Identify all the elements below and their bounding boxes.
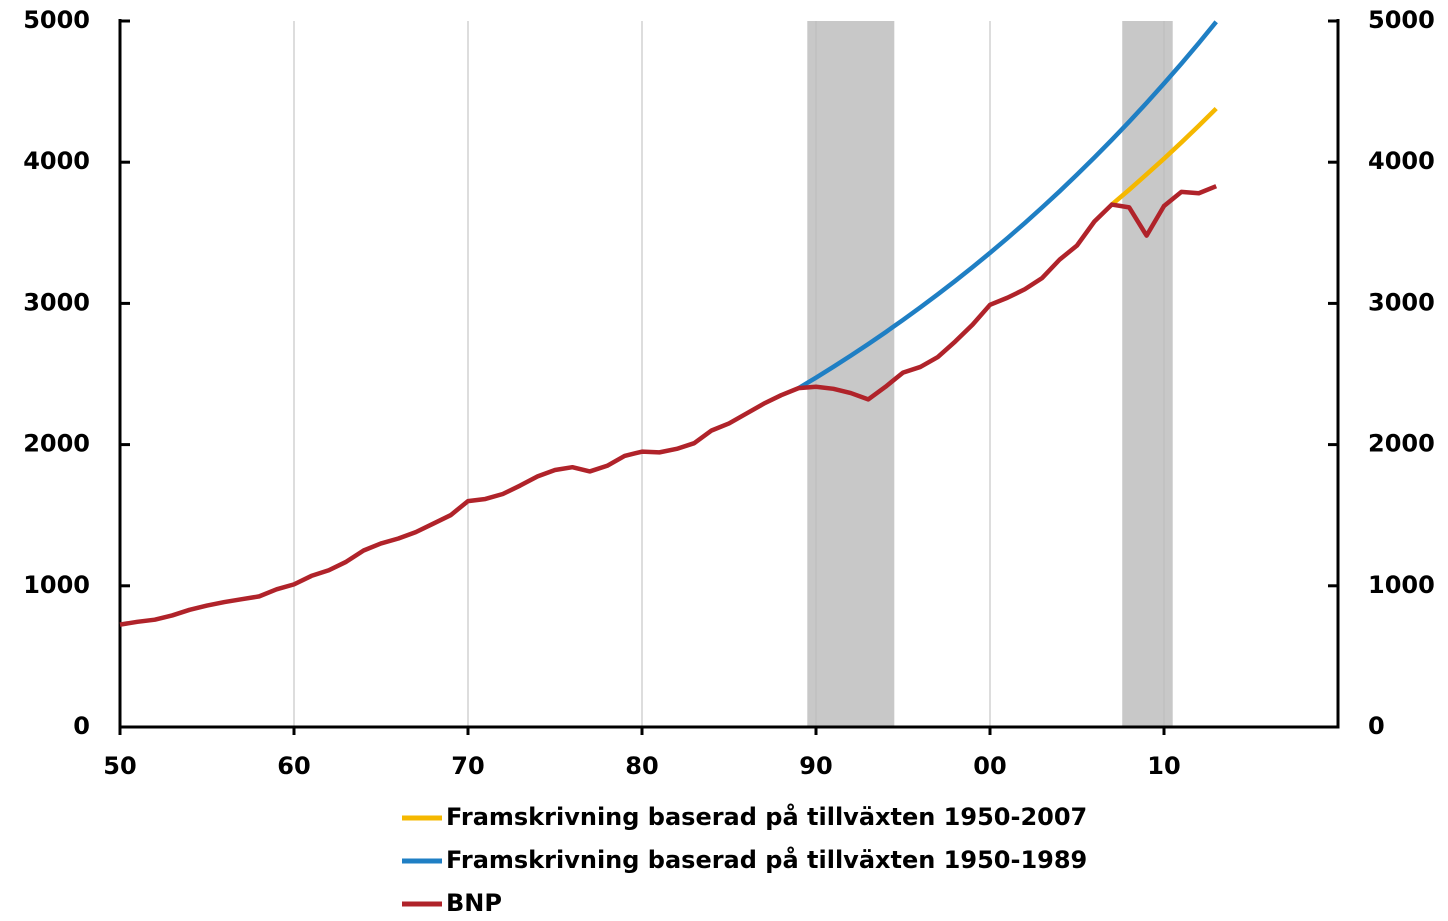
y-tick-label: 2000 <box>23 430 90 458</box>
x-tick-label: 50 <box>103 752 136 780</box>
y-tick-label: 3000 <box>23 288 90 316</box>
y2-tick-label: 2000 <box>1368 430 1435 458</box>
legend-label: Framskrivning baserad på tillväxten 1950… <box>446 802 1087 831</box>
series-line <box>119 184 1218 627</box>
series-line <box>1110 106 1218 207</box>
y2-tick-label: 3000 <box>1368 288 1435 316</box>
y-tick-label: 0 <box>73 712 90 740</box>
series-line <box>797 20 1218 391</box>
y2-tick-label: 4000 <box>1368 147 1435 175</box>
y2-tick-label: 0 <box>1368 712 1385 740</box>
shaded-range <box>1122 21 1173 727</box>
y-tick-label: 5000 <box>23 6 90 34</box>
y2-tick-label: 5000 <box>1368 6 1435 34</box>
legend-label: Framskrivning baserad på tillväxten 1950… <box>446 845 1087 874</box>
x-tick-label: 60 <box>277 752 310 780</box>
x-tick-label: 80 <box>625 752 658 780</box>
y-tick-label: 4000 <box>23 147 90 175</box>
legend-label: BNP <box>446 889 502 917</box>
x-tick-label: 90 <box>799 752 832 780</box>
x-tick-label: 00 <box>973 752 1006 780</box>
y2-tick-label: 1000 <box>1368 571 1435 599</box>
x-tick-label: 70 <box>451 752 484 780</box>
y-tick-label: 1000 <box>23 571 90 599</box>
x-tick-label: 10 <box>1147 752 1180 780</box>
